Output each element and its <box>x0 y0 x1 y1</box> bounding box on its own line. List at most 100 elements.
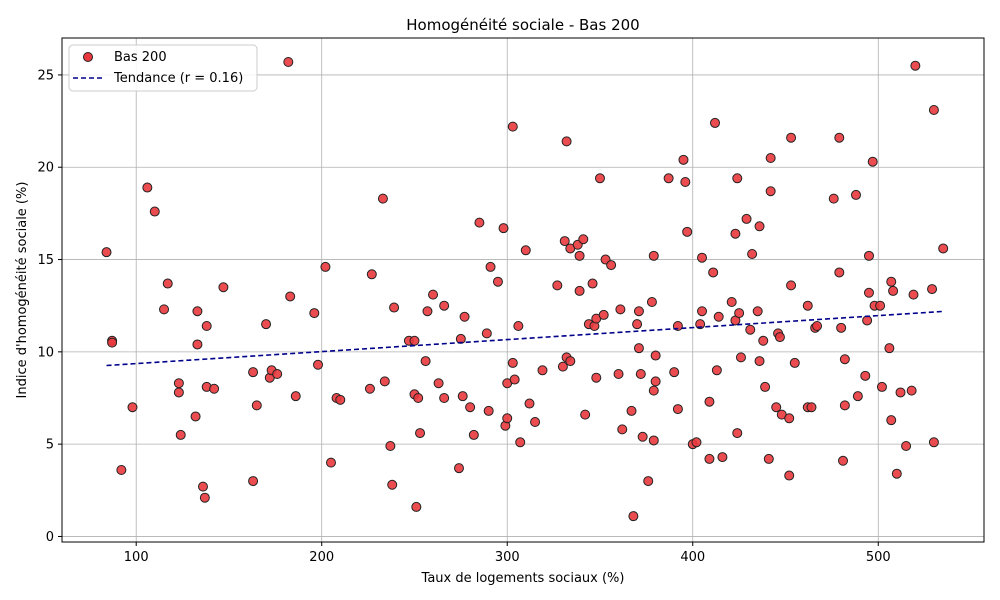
data-point <box>617 424 628 435</box>
data-point <box>606 260 617 271</box>
data-point <box>910 60 921 71</box>
data-point <box>886 415 897 426</box>
legend-marker-scatter <box>83 52 93 62</box>
data-point <box>127 402 138 413</box>
data-point <box>175 429 186 440</box>
data-point <box>635 369 646 379</box>
data-point <box>806 402 817 413</box>
data-point <box>648 385 659 396</box>
data-point <box>754 221 765 232</box>
data-point <box>598 309 609 320</box>
data-point <box>745 324 756 335</box>
data-point <box>838 455 849 466</box>
data-point <box>218 282 229 293</box>
data-point <box>928 105 939 115</box>
data-point <box>209 383 220 394</box>
data-point <box>580 409 591 420</box>
data-point <box>483 405 494 416</box>
data-point <box>732 173 743 184</box>
data-point <box>774 332 785 343</box>
data-point <box>697 306 708 317</box>
data-point <box>591 372 602 383</box>
data-point <box>765 186 776 197</box>
data-point <box>637 431 648 442</box>
data-point <box>732 428 743 439</box>
data-point <box>530 417 541 427</box>
data-point <box>613 369 624 379</box>
chart-title: Homogénéité sociale - Bas 200 <box>406 16 639 34</box>
y-axis-ticks: 0 5 10 15 20 25 <box>37 68 62 545</box>
data-point <box>422 306 433 317</box>
plot-frame <box>61 37 985 543</box>
data-point <box>752 306 763 317</box>
trend-line-group <box>106 310 944 367</box>
data-point <box>149 206 160 217</box>
data-point <box>574 250 585 261</box>
data-point <box>615 304 626 315</box>
data-point <box>875 300 886 311</box>
data-point <box>860 370 871 381</box>
data-point <box>107 337 118 348</box>
data-point <box>313 359 324 370</box>
data-point <box>901 441 912 451</box>
data-point <box>754 356 765 367</box>
legend-label-scatter: Bas 200 <box>114 50 167 65</box>
data-point <box>272 369 283 379</box>
data-point <box>509 374 520 385</box>
data-point <box>863 250 874 261</box>
data-point <box>415 428 426 439</box>
data-point <box>574 285 585 296</box>
data-point <box>248 476 259 487</box>
data-point <box>888 285 899 296</box>
data-point <box>492 276 503 287</box>
data-point <box>669 367 680 378</box>
data-point <box>650 350 661 361</box>
data-point <box>411 501 422 512</box>
data-point <box>650 376 661 387</box>
data-point <box>648 250 659 261</box>
data-point <box>828 193 839 204</box>
data-point <box>704 396 715 407</box>
data-point <box>834 132 845 143</box>
data-point <box>197 481 208 492</box>
data-point <box>812 321 823 331</box>
data-point <box>485 261 496 272</box>
data-point <box>628 511 639 522</box>
y-tick-label: 10 <box>37 345 54 360</box>
data-point <box>784 413 795 424</box>
data-point <box>771 402 782 413</box>
data-point <box>876 381 887 392</box>
data-point <box>520 245 531 256</box>
data-point <box>633 343 644 354</box>
y-tick-label: 25 <box>37 68 54 83</box>
data-point <box>439 300 450 311</box>
data-point <box>862 315 873 326</box>
legend: Bas 200 Tendance (r = 0.16) <box>68 44 258 92</box>
data-point <box>335 394 346 405</box>
data-point <box>663 173 674 184</box>
data-point <box>587 278 598 289</box>
data-point <box>453 463 464 474</box>
data-point <box>784 470 795 481</box>
x-tick-label: 500 <box>866 550 891 565</box>
data-point <box>565 356 576 367</box>
data-point <box>285 291 296 302</box>
data-point <box>928 437 939 448</box>
data-point <box>863 287 874 298</box>
data-point <box>763 453 774 464</box>
data-point <box>633 306 644 317</box>
data-point <box>283 57 294 67</box>
data-point <box>552 280 563 291</box>
data-point <box>891 468 902 479</box>
data-point <box>537 365 548 376</box>
data-point <box>713 311 724 322</box>
data-point <box>387 479 398 490</box>
data-point <box>199 492 210 503</box>
data-point <box>116 465 127 475</box>
data-point <box>261 319 272 330</box>
data-point <box>626 405 637 416</box>
data-point <box>468 429 479 440</box>
data-point <box>248 367 259 378</box>
